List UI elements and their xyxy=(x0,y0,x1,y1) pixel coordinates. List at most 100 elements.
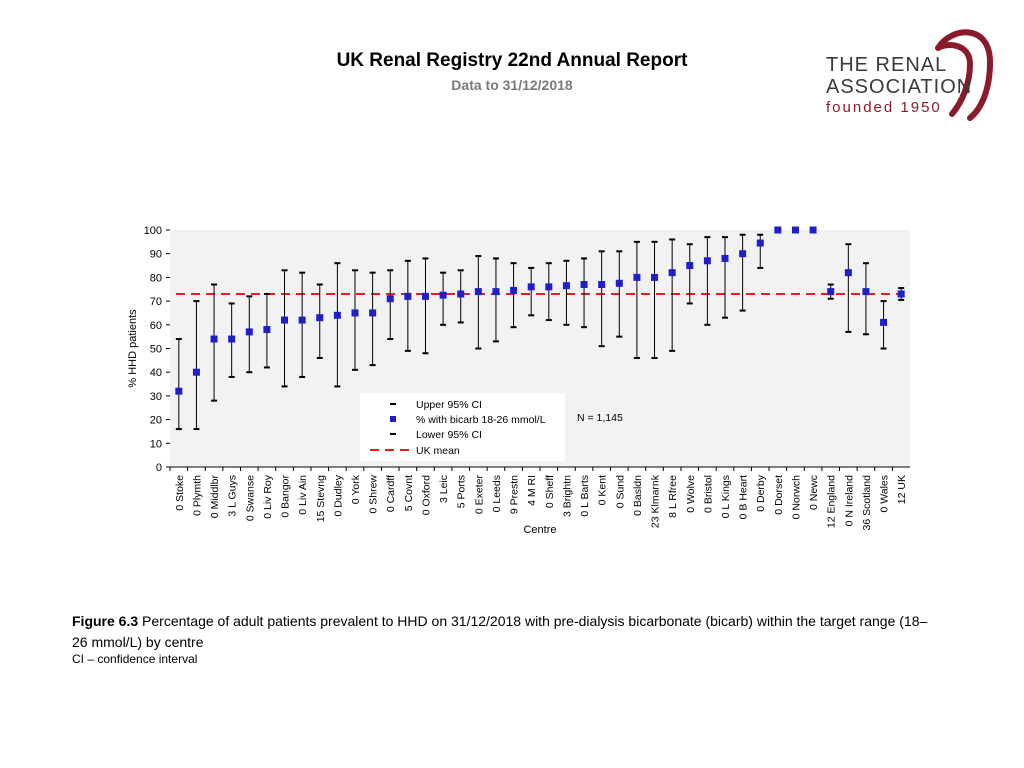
data-point xyxy=(703,257,711,265)
data-point xyxy=(791,226,799,234)
data-point xyxy=(562,282,570,290)
legend-entry: Upper 95% CI xyxy=(416,399,482,411)
report-subtitle: Data to 31/12/2018 xyxy=(451,77,573,93)
data-point xyxy=(175,387,183,395)
y-tick-label: 100 xyxy=(144,225,162,237)
logo-line-1: THE RENAL xyxy=(826,54,948,76)
logo-line-2: ASSOCIATION xyxy=(826,76,973,98)
figure-label: Figure 6.3 xyxy=(72,613,139,629)
x-tick-label: 0 Sheff xyxy=(544,475,556,508)
y-tick-label: 50 xyxy=(150,344,162,356)
x-tick-label: 12 England xyxy=(826,475,838,528)
data-point xyxy=(439,291,447,299)
x-tick-label: 3 L Guys xyxy=(227,475,239,517)
data-point xyxy=(386,295,394,303)
ci-note: CI – confidence interval xyxy=(72,652,198,666)
data-point xyxy=(281,316,289,324)
x-tick-label: 0 York xyxy=(350,474,362,504)
x-tick-label: 0 Oxford xyxy=(420,475,432,515)
x-tick-label: 3 Leic xyxy=(438,475,450,503)
x-tick-label: 0 Derby xyxy=(755,474,767,512)
data-point xyxy=(298,316,306,324)
x-tick-label: 0 L Kings xyxy=(720,475,732,518)
data-point xyxy=(245,328,253,336)
x-tick-label: 0 Stoke xyxy=(174,475,186,511)
renal-association-logo: THE RENAL ASSOCIATION founded 1950 xyxy=(820,22,1000,122)
x-tick-label: 0 Norwch xyxy=(790,475,802,520)
data-point xyxy=(192,368,200,376)
x-tick-label: 0 N Ireland xyxy=(843,475,855,527)
x-tick-label: 23 Klmarnk xyxy=(650,474,662,528)
logo-line-3: founded 1950 xyxy=(826,99,942,116)
data-point xyxy=(827,288,835,296)
data-point xyxy=(333,311,341,319)
data-point xyxy=(228,335,236,343)
y-tick-label: 70 xyxy=(150,296,162,308)
x-tick-label: 0 Wales xyxy=(879,475,891,513)
x-tick-label: 0 Dudley xyxy=(332,474,344,516)
data-point xyxy=(686,262,694,270)
n-annotation: N = 1,145 xyxy=(577,412,623,424)
x-tick-label: 0 Bristol xyxy=(702,475,714,513)
data-point xyxy=(210,335,218,343)
x-tick-label: 8 L Rfree xyxy=(667,475,679,518)
logo-swirl-icon xyxy=(935,29,994,121)
data-point xyxy=(651,273,659,281)
x-tick-label: 0 Swanse xyxy=(244,475,256,521)
x-tick-label: 0 Kent xyxy=(597,475,609,505)
legend-entry: % with bicarb 18-26 mmol/L xyxy=(416,414,546,426)
y-axis-label: % HHD patients xyxy=(127,309,139,388)
y-tick-label: 20 xyxy=(150,415,162,427)
x-tick-label: 0 Cardff xyxy=(385,475,397,512)
x-tick-label: 0 B Heart xyxy=(738,475,750,519)
x-tick-label: 0 L Barts xyxy=(579,475,591,517)
x-tick-label: 3 Brightn xyxy=(561,475,573,517)
data-point xyxy=(510,286,518,294)
data-point xyxy=(668,269,676,277)
x-tick-label: 36 Scotland xyxy=(861,475,873,531)
x-tick-label: 0 Exeter xyxy=(473,475,485,515)
x-tick-label: 0 Wolve xyxy=(685,475,697,513)
x-tick-label: 12 UK xyxy=(896,475,908,504)
data-point xyxy=(492,288,500,296)
x-tick-label: 0 Shrew xyxy=(368,475,380,514)
y-tick-label: 90 xyxy=(150,249,162,261)
x-axis-label: Centre xyxy=(523,524,556,536)
data-point xyxy=(580,281,588,289)
x-tick-label: 0 Liv Ain xyxy=(297,475,309,515)
data-point xyxy=(862,288,870,296)
legend-entry: UK mean xyxy=(416,445,460,457)
y-tick-label: 80 xyxy=(150,272,162,284)
data-point xyxy=(739,250,747,258)
x-tick-label: 0 Liv Roy xyxy=(262,474,274,519)
y-tick-label: 60 xyxy=(150,320,162,332)
data-point xyxy=(527,283,535,291)
data-point xyxy=(844,269,852,277)
report-title: UK Renal Registry 22nd Annual Report xyxy=(336,50,688,71)
hhd-bicarb-chart: 0 10 20 30 40 50 60 70 80 90 100 % HHD patients 0 St… xyxy=(127,225,910,536)
x-tick-label: 0 Newc xyxy=(808,475,820,510)
data-point xyxy=(615,279,623,287)
data-point xyxy=(598,281,606,289)
data-point xyxy=(351,309,359,317)
x-tick-label: 0 Bangor xyxy=(280,475,292,518)
x-tick-label: 5 Covnt xyxy=(403,475,415,511)
x-tick-label: 9 Prestn xyxy=(509,475,521,514)
x-tick-label: 0 Sund xyxy=(614,475,626,508)
data-point xyxy=(421,292,429,300)
data-point xyxy=(880,318,888,326)
data-point xyxy=(369,309,377,317)
x-tick-label: 0 Leeds xyxy=(491,475,503,512)
x-tick-label: 5 Ports xyxy=(456,475,468,508)
legend-point-marker xyxy=(390,416,396,422)
data-point xyxy=(457,290,465,298)
y-tick-label: 0 xyxy=(156,462,162,474)
data-point xyxy=(545,283,553,291)
x-tick-label: 0 Plymth xyxy=(191,475,203,516)
data-point xyxy=(809,226,817,234)
data-point xyxy=(756,239,764,247)
figure-caption-text: Percentage of adult patients prevalent t… xyxy=(72,613,928,650)
x-tick-label: 0 Middlbr xyxy=(209,474,221,518)
data-point xyxy=(474,288,482,296)
data-point xyxy=(263,326,271,334)
